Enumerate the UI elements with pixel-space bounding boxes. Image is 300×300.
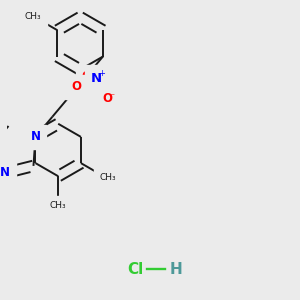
Text: +: + xyxy=(98,69,105,78)
Text: H: H xyxy=(170,262,183,277)
Text: CH₃: CH₃ xyxy=(25,13,41,22)
Text: O: O xyxy=(71,80,81,93)
Text: N: N xyxy=(91,72,102,85)
Text: Cl: Cl xyxy=(127,262,143,277)
Text: CH₃: CH₃ xyxy=(99,173,116,182)
Text: O: O xyxy=(103,92,112,105)
Text: ⁻: ⁻ xyxy=(110,92,115,102)
Text: CH₃: CH₃ xyxy=(50,201,67,210)
Text: N: N xyxy=(0,167,10,179)
Text: O: O xyxy=(81,70,91,83)
Text: N: N xyxy=(31,130,40,143)
